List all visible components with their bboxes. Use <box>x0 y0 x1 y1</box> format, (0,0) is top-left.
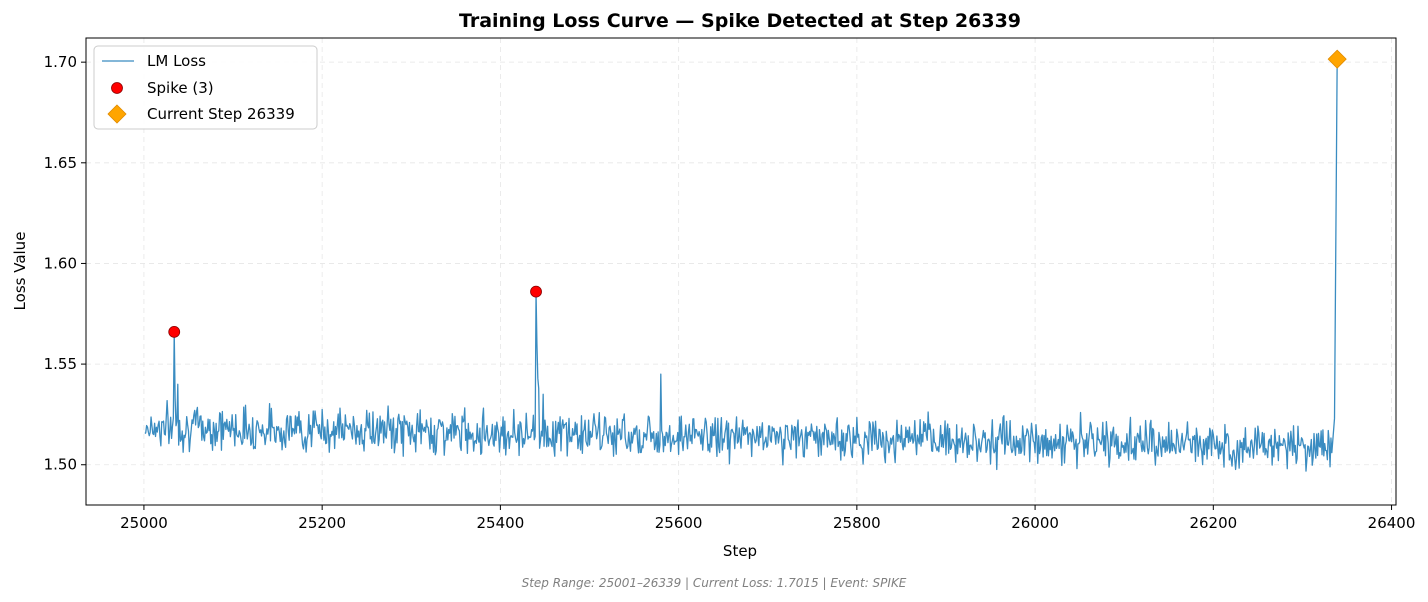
chart-title: Training Loss Curve — Spike Detected at … <box>459 10 1021 32</box>
y-tick-label: 1.65 <box>44 154 77 172</box>
legend-label-lm-loss: LM Loss <box>147 52 206 70</box>
x-tick-label: 25400 <box>477 514 525 532</box>
legend: LM Loss Spike (3) Current Step 26339 <box>93 45 318 130</box>
x-tick-label: 26400 <box>1368 514 1416 532</box>
y-tick-label: 1.70 <box>44 53 77 71</box>
x-axis-label: Step <box>723 542 757 560</box>
x-tick-label: 25200 <box>298 514 346 532</box>
legend-box <box>93 45 318 130</box>
x-tick-label: 25000 <box>120 514 168 532</box>
y-axis-label: Loss Value <box>11 232 29 311</box>
x-tick-label: 26200 <box>1189 514 1237 532</box>
legend-current-swatch <box>107 104 127 124</box>
x-tick-label: 26000 <box>1011 514 1059 532</box>
lm-loss-line <box>144 59 1338 472</box>
plot-area <box>144 49 1347 472</box>
chart-footer: Step Range: 25001–26339 | Current Loss: … <box>522 576 907 590</box>
x-tick-label: 25800 <box>833 514 881 532</box>
x-tick-label: 25600 <box>655 514 703 532</box>
spike-point <box>530 285 542 298</box>
current-step-marker <box>1327 49 1347 69</box>
legend-spike-swatch <box>111 82 123 94</box>
y-tick-label: 1.50 <box>44 456 77 474</box>
legend-label-spike: Spike (3) <box>147 79 214 97</box>
axes-frame <box>85 37 1397 506</box>
axis-ticks: 25000 25200 25400 25600 25800 26000 26200 26400… <box>44 53 1416 532</box>
y-tick-label: 1.60 <box>44 254 77 272</box>
spike-point <box>168 325 181 338</box>
y-tick-label: 1.55 <box>44 355 77 373</box>
legend-label-current-step: Current Step 26339 <box>147 105 295 123</box>
